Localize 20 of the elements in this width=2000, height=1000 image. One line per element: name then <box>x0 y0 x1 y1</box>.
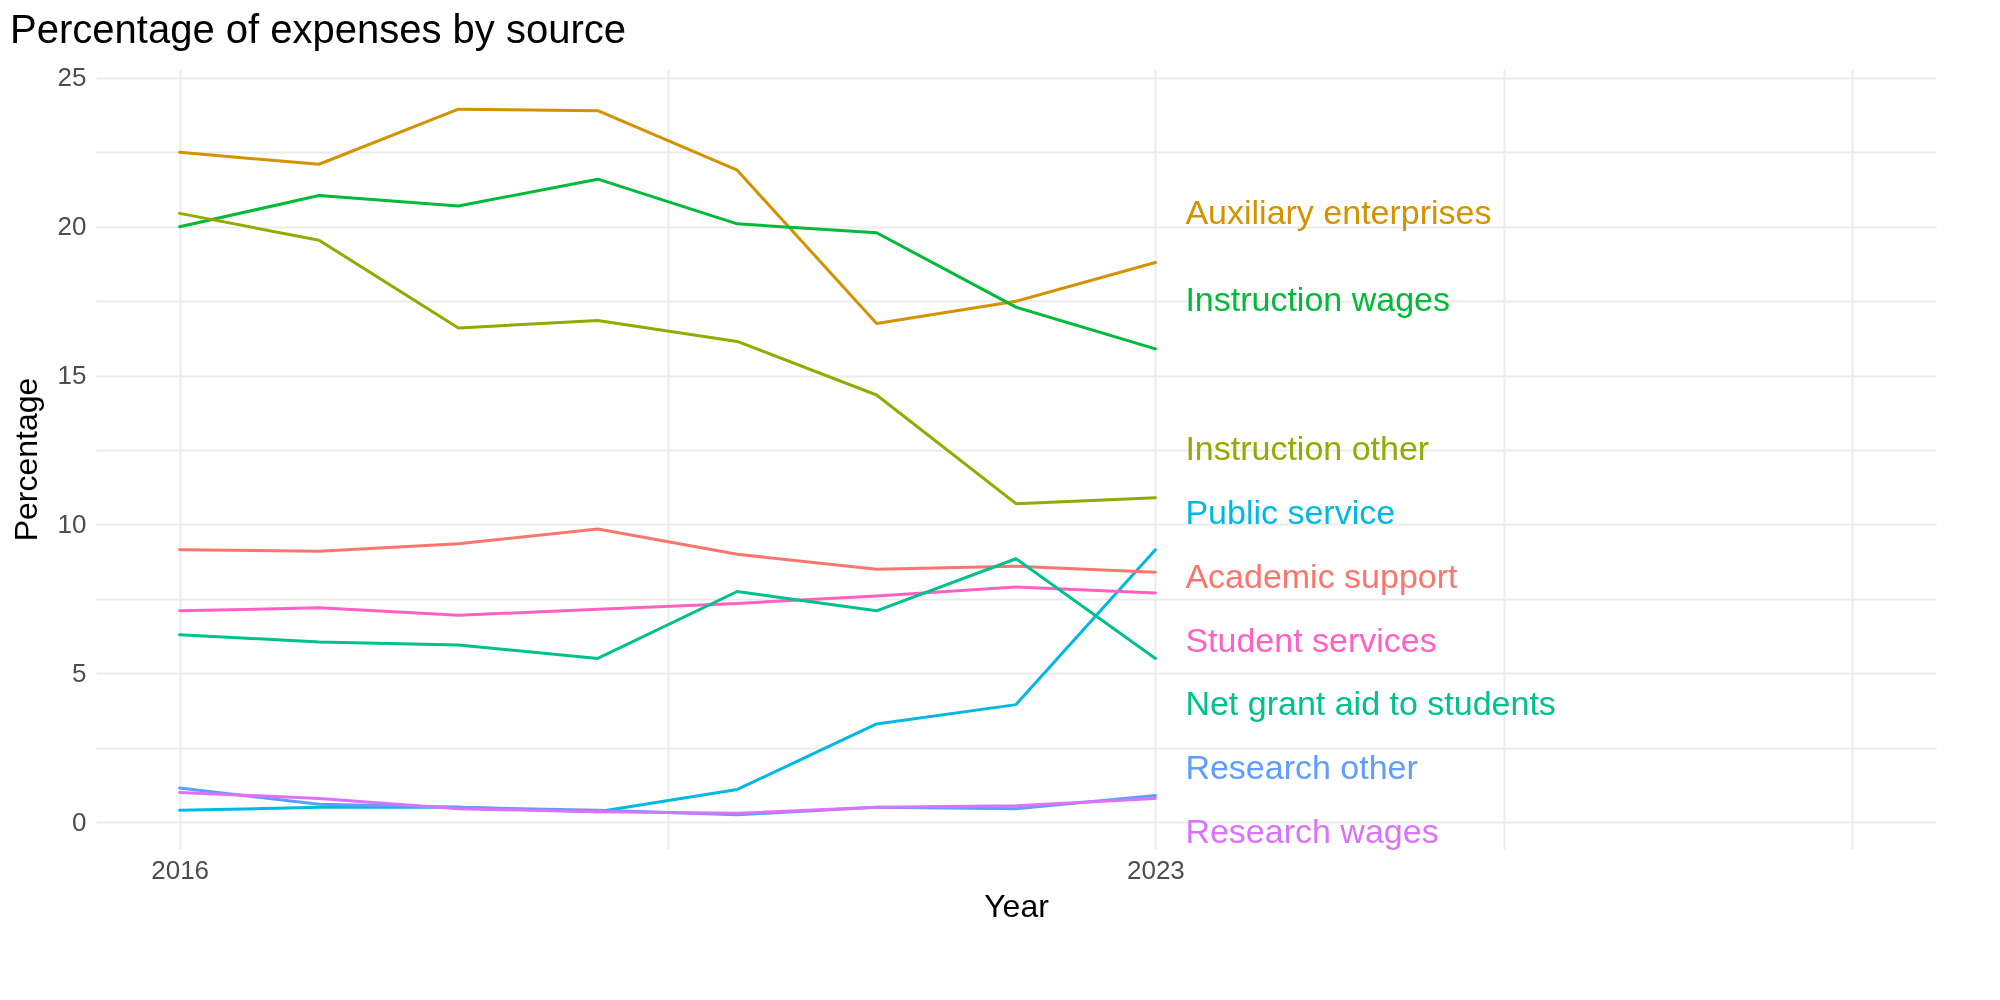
y-tick-label: 20 <box>57 211 87 242</box>
series-label: Research other <box>1185 748 1418 787</box>
chart-title: Percentage of expenses by source <box>10 6 627 51</box>
x-axis-title: Year <box>984 887 1050 924</box>
series-label: Instruction other <box>1185 428 1430 467</box>
x-tick-label: 2016 <box>151 854 210 885</box>
series-label: Academic support <box>1185 556 1459 595</box>
series-label: Public service <box>1185 492 1396 531</box>
series-label: Net grant aid to students <box>1185 684 1556 723</box>
series-label: Auxiliary enterprises <box>1185 193 1492 232</box>
series-label: Student services <box>1185 620 1437 659</box>
y-tick-label: 10 <box>57 509 87 539</box>
y-tick-label: 0 <box>72 806 87 837</box>
series-label: Instruction wages <box>1185 279 1450 318</box>
y-tick-label: 5 <box>72 657 87 688</box>
y-tick-label: 25 <box>57 62 87 93</box>
x-tick-label: 2023 <box>1126 854 1185 885</box>
y-axis-title: Percentage <box>7 377 44 542</box>
y-tick-label: 15 <box>57 360 87 391</box>
series-label: Research wages <box>1185 812 1439 851</box>
